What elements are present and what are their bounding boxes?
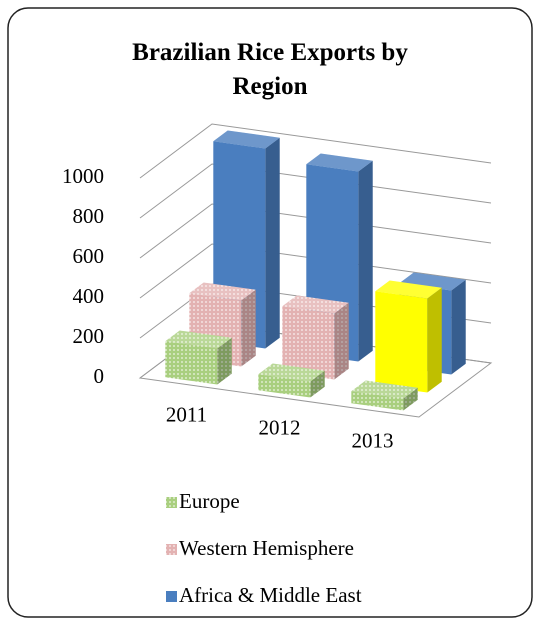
y-tick-label: 200 xyxy=(73,324,105,348)
bar-side xyxy=(427,287,442,393)
bar-side xyxy=(451,279,466,375)
bar xyxy=(351,380,418,411)
legend-label: Western Hemisphere xyxy=(179,536,354,560)
bar-side-shade xyxy=(265,137,280,349)
bar-side xyxy=(334,302,349,380)
bar-front xyxy=(165,341,218,385)
x-tick-label: 2011 xyxy=(166,402,207,426)
bar-side xyxy=(265,137,280,349)
legend-swatch xyxy=(166,591,177,602)
grid-line xyxy=(139,243,492,299)
bar-top xyxy=(306,153,373,172)
grid-line xyxy=(139,163,492,219)
bar-top xyxy=(165,330,232,349)
legend-swatch xyxy=(166,544,177,555)
bar-side-shade xyxy=(451,279,466,375)
legend-label: Africa & Middle East xyxy=(179,583,362,607)
y-tick-label: 600 xyxy=(73,244,105,268)
chart-title: Brazilian Rice Exports by Region xyxy=(132,39,408,100)
bar-top-shade xyxy=(351,380,418,399)
bar-front xyxy=(282,306,335,380)
bar-top xyxy=(351,380,418,399)
bar-front xyxy=(258,374,311,398)
bar-side xyxy=(217,337,232,385)
bar xyxy=(258,363,325,398)
grid-line xyxy=(139,203,492,259)
bar-side-shade xyxy=(217,337,232,385)
bar-top xyxy=(189,282,256,301)
bar xyxy=(165,330,232,385)
bar-top-shade xyxy=(306,153,373,172)
bar-top-shade xyxy=(189,282,256,301)
bar-top-shade xyxy=(375,280,442,299)
y-tick-label: 800 xyxy=(73,204,105,228)
grid-line xyxy=(139,123,492,179)
legend-swatch xyxy=(166,497,177,508)
bar xyxy=(375,280,442,393)
bar-front xyxy=(351,391,404,411)
bar-side-shade xyxy=(241,289,256,367)
bar-side-shade xyxy=(358,160,373,362)
bar-top xyxy=(399,272,466,291)
bar-side-shade xyxy=(427,287,442,393)
y-tick-label: 0 xyxy=(94,364,105,388)
bar-top xyxy=(375,280,442,299)
bar-top-shade xyxy=(258,363,325,382)
y-tick-label: 400 xyxy=(73,284,105,308)
bar-side xyxy=(358,160,373,362)
y-tick-label: 1000 xyxy=(62,164,104,188)
bar-top-shade xyxy=(399,272,466,291)
bar-side xyxy=(403,387,418,411)
bar-front xyxy=(375,291,428,393)
x-tick-label: 2012 xyxy=(259,415,301,439)
legend-label: Europe xyxy=(179,489,240,513)
bar-side-shade xyxy=(403,387,418,411)
bar xyxy=(282,295,349,380)
bar-side xyxy=(241,289,256,367)
bar-top-shade xyxy=(282,295,349,314)
bar-side-shade xyxy=(334,302,349,380)
bar-side xyxy=(310,370,325,398)
bar-side-shade xyxy=(310,370,325,398)
x-tick-label: 2013 xyxy=(352,428,394,452)
bar-top xyxy=(213,130,280,149)
bar-top-shade xyxy=(165,330,232,349)
bar-top xyxy=(258,363,325,382)
bar-top-shade xyxy=(213,130,280,149)
bar-top xyxy=(282,295,349,314)
